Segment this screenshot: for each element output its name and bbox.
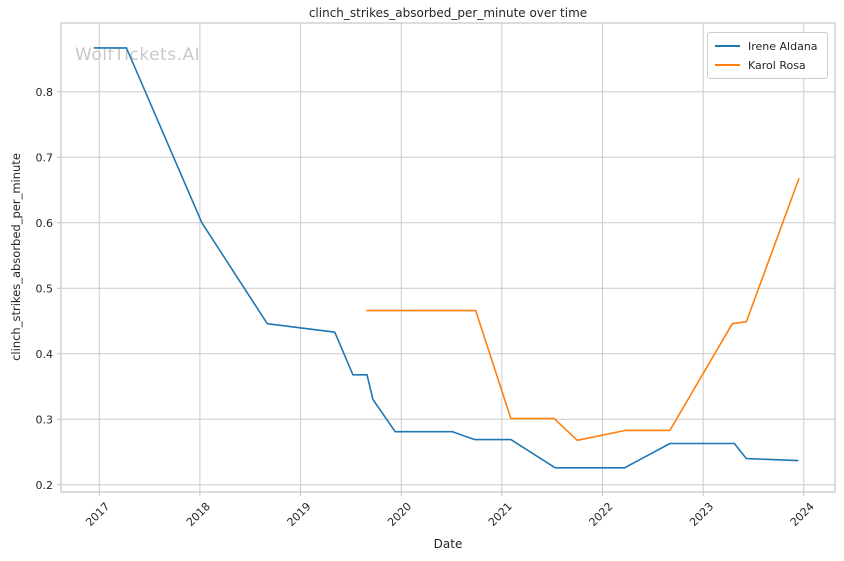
legend-label: Irene Aldana bbox=[748, 39, 818, 53]
x-tick-label: 2017 bbox=[83, 500, 112, 529]
chart-title: clinch_strikes_absorbed_per_minute over … bbox=[308, 6, 588, 20]
y-tick-label: 0.7 bbox=[36, 151, 54, 164]
x-axis-label: Date bbox=[433, 537, 463, 551]
x-tick-label: 2023 bbox=[687, 500, 716, 529]
legend-label: Karol Rosa bbox=[748, 58, 806, 72]
watermark: WolfTickets.AI bbox=[75, 45, 201, 65]
y-tick-label: 0.6 bbox=[36, 217, 54, 230]
legend-entry: Irene Aldana bbox=[715, 38, 819, 54]
plot-border bbox=[60, 22, 836, 493]
legend: Irene Aldana Karol Rosa bbox=[707, 32, 828, 79]
y-tick-label: 0.8 bbox=[36, 86, 54, 99]
series-line-irene-aldana bbox=[93, 47, 799, 469]
y-tick-label: 0.4 bbox=[36, 348, 54, 361]
y-tick-label: 0.2 bbox=[36, 479, 54, 492]
y-tick-label: 0.5 bbox=[36, 282, 54, 295]
legend-line-swatch bbox=[715, 45, 740, 47]
x-tick-label: 2024 bbox=[788, 500, 817, 529]
y-axis-label: clinch_strikes_absorbed_per_minute bbox=[9, 153, 23, 361]
y-tick-label: 0.3 bbox=[36, 413, 54, 426]
x-tick-label: 2020 bbox=[385, 500, 414, 529]
x-tick-label: 2018 bbox=[184, 500, 213, 529]
x-tick-label: 2021 bbox=[486, 500, 515, 529]
legend-line-swatch bbox=[715, 64, 740, 66]
series-line-karol-rosa bbox=[366, 178, 800, 442]
legend-entry: Karol Rosa bbox=[715, 57, 819, 73]
x-tick-label: 2022 bbox=[587, 500, 616, 529]
x-tick-label: 2019 bbox=[285, 500, 314, 529]
